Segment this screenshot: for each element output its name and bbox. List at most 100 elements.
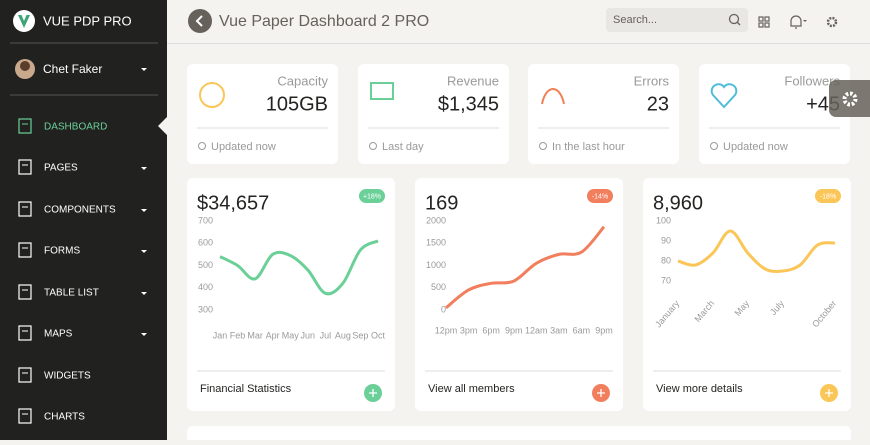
stat-value: $1,345 [438,93,499,115]
grid-icon[interactable] [758,16,770,28]
footer-icon [369,142,377,150]
badge-text: -14% [592,193,608,200]
menu-icon [18,242,32,258]
y-tick-label: 700 [198,215,213,225]
menu-item[interactable]: CHARTS [44,412,85,423]
x-tick-label: Apr [266,330,280,340]
caret [141,333,147,336]
x-tick-label: 12am [525,325,548,335]
badge-text: -18% [820,193,836,200]
card [187,426,851,445]
stat-card [358,64,509,164]
chart-value: 169 [425,192,458,214]
x-tick-label: 6pm [482,325,500,335]
line-series [445,225,606,309]
y-tick-label: 100 [656,215,671,225]
x-tick-label: 6am [573,325,591,335]
x-tick-label: Sep [352,330,368,340]
menu-item[interactable]: COMPONENTS [44,205,116,216]
caret [803,20,807,22]
footer-icon [198,142,206,150]
chart-footer[interactable]: View more details [656,383,743,395]
search-placeholder: Search... [613,14,657,26]
menu-item[interactable]: MAPS [44,329,73,340]
back-icon [195,15,203,27]
chart-card [187,178,395,411]
y-tick-label: 80 [661,255,671,265]
badge [359,189,385,203]
footer-icon [710,142,718,150]
chart-footer[interactable]: View all members [428,383,515,395]
line-series [219,239,379,296]
menu-icon [18,325,32,341]
x-tick-label: Jun [301,330,316,340]
chart-card [415,178,623,411]
search-icon [736,21,741,26]
caret [141,292,147,295]
stat-footer: Updated now [723,141,788,153]
caret [141,209,147,212]
stat-value: 23 [647,93,669,115]
button-icon [369,389,377,397]
y-tick-label: 400 [198,282,213,292]
y-tick-label: 600 [198,238,213,248]
settings-icon[interactable] [826,16,838,28]
stat-icon [370,82,394,100]
stat-title: Errors [634,73,670,88]
menu-item[interactable]: TABLE LIST [44,288,99,299]
back-button[interactable] [188,9,212,33]
x-tick-label: Mar [247,330,263,340]
menu-icon [18,159,32,175]
x-tick-label: Feb [230,330,246,340]
menu-icon [18,367,32,383]
menu-icon [18,284,32,300]
caret [141,68,147,71]
stat-card [187,64,338,164]
stat-footer: Updated now [211,141,276,153]
gear-icon [842,91,858,107]
search-box[interactable] [606,8,748,32]
y-tick-label: 1000 [426,260,446,270]
chart-value: $34,657 [197,192,269,214]
menu-icon [18,201,32,217]
stat-icon [199,82,225,108]
button-icon [825,389,833,397]
menu-item[interactable]: PAGES [44,163,78,174]
x-tick-label: Aug [335,330,351,340]
line-series [677,229,836,273]
stat-footer: Last day [382,141,424,153]
y-tick-label: 90 [661,235,671,245]
y-tick-label: 2000 [426,215,446,225]
fixed-plugin[interactable] [829,80,870,117]
stat-icon [541,88,565,105]
button-icon [597,389,605,397]
chart-footer[interactable]: Financial Statistics [200,383,292,395]
x-tick-label: Jul [320,330,332,340]
avatar-hair [20,61,30,71]
menu-icon [18,408,32,424]
chart-card [643,178,851,411]
stat-title: Followers [784,73,840,88]
stat-footer: In the last hour [552,141,625,153]
menu-item[interactable]: WIDGETS [44,371,91,382]
bell-icon[interactable] [790,15,802,29]
user-name[interactable]: Chet Faker [43,62,102,76]
x-tick-label: 12pm [435,325,458,335]
y-tick-label: 1500 [426,238,446,248]
x-tick-label: 3pm [460,325,478,335]
menu-icon [18,118,32,134]
stat-title: Capacity [277,73,328,88]
menu-item[interactable]: FORMS [44,246,80,257]
x-tick-label: May [282,330,300,340]
y-tick-label: 0 [441,304,446,314]
active-arrow [158,116,168,136]
stat-title: Revenue [447,73,499,88]
search-icon [728,13,740,25]
stat-card [528,64,679,164]
brand[interactable]: VUE PDP PRO [43,13,132,28]
menu-item[interactable]: DASHBOARD [44,122,107,133]
x-tick-label: 9pm [595,325,613,335]
caret [141,250,147,253]
